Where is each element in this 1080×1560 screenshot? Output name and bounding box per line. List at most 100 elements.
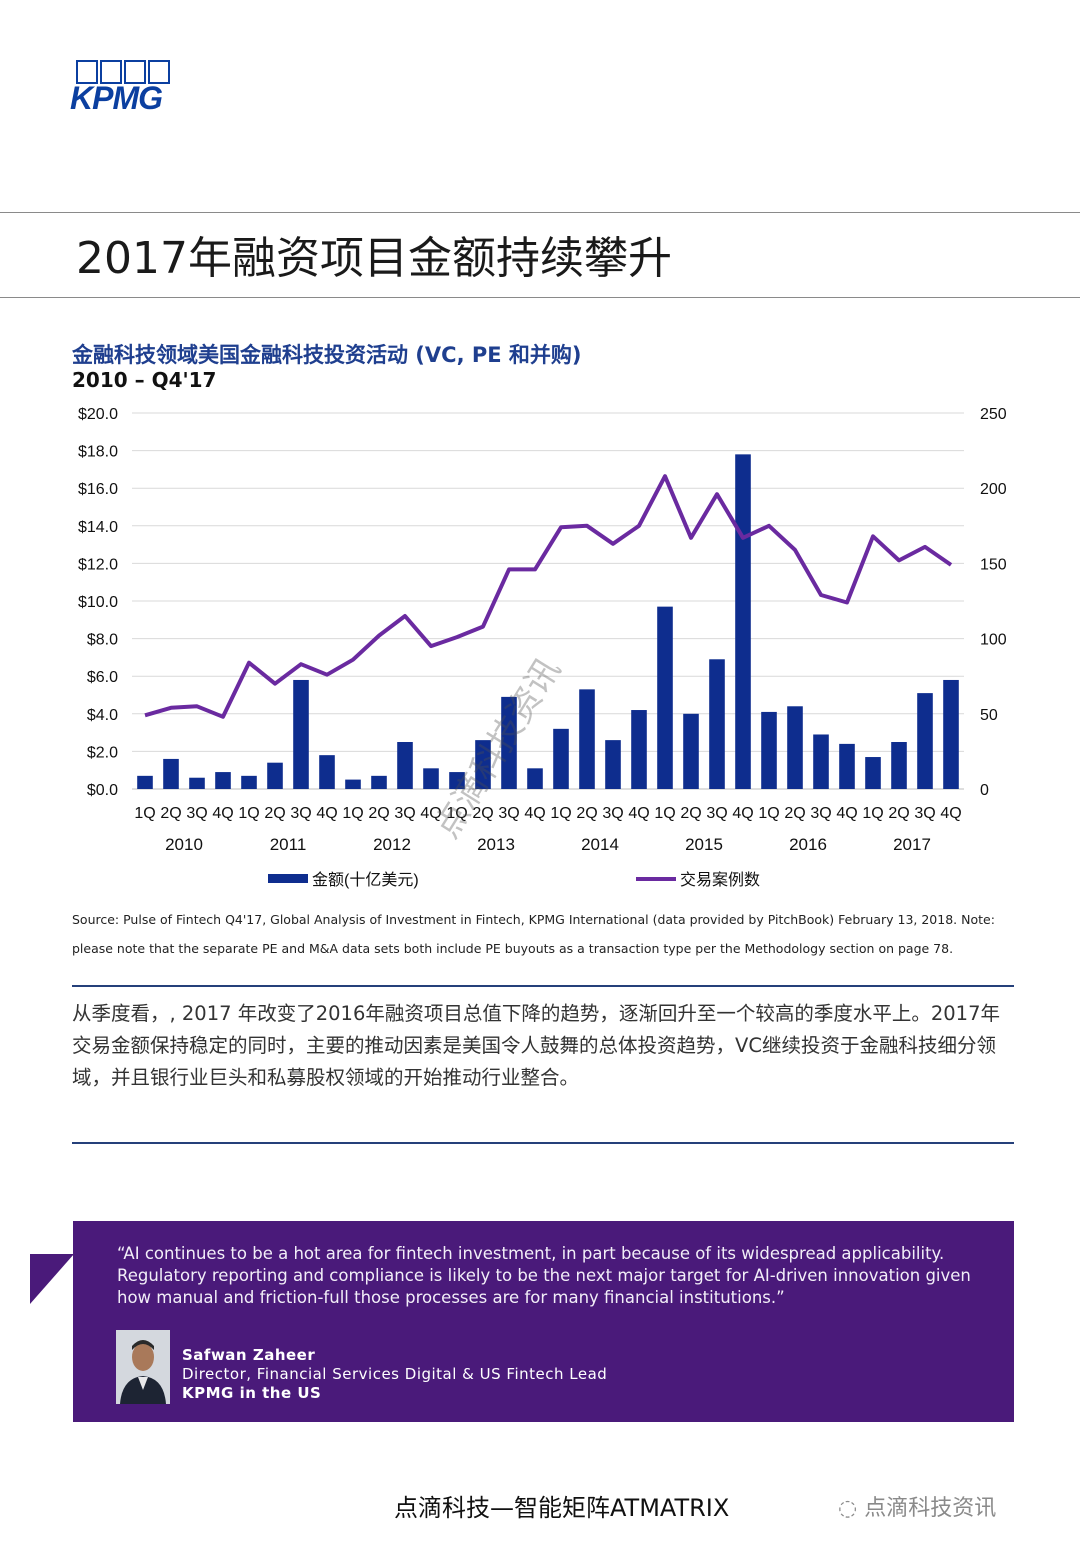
y-right-tick-label: 250 xyxy=(980,406,1007,423)
x-tick-label: 1Q xyxy=(758,805,779,822)
year-label: 2017 xyxy=(893,835,931,854)
wechat-account: ◌ 点滴科技资讯 xyxy=(838,1490,996,1522)
bar xyxy=(813,734,829,789)
year-label: 2010 xyxy=(165,835,203,854)
bar xyxy=(267,762,283,789)
speaker-org: KPMG in the US xyxy=(182,1384,322,1402)
y-right-tick-label: 150 xyxy=(980,556,1007,573)
divider-top xyxy=(72,985,1014,987)
bar xyxy=(371,775,387,789)
y-left-tick-label: $10.0 xyxy=(78,594,118,611)
y-right-tick-label: 200 xyxy=(980,481,1007,498)
bar xyxy=(605,740,621,789)
year-label: 2016 xyxy=(789,835,827,854)
logo-box-3 xyxy=(124,60,146,84)
x-tick-label: 1Q xyxy=(862,805,883,822)
divider-bottom xyxy=(72,1142,1014,1144)
bar xyxy=(423,768,439,789)
top-rule xyxy=(0,212,1080,213)
deal-count-line xyxy=(144,474,953,719)
x-tick-label: 2Q xyxy=(784,805,805,822)
x-tick-label: 4Q xyxy=(836,805,857,822)
speaker-portrait-icon xyxy=(116,1330,170,1404)
bar xyxy=(839,743,855,789)
bar xyxy=(137,775,153,789)
x-tick-label: 3Q xyxy=(498,805,519,822)
y-left-tick-label: $16.0 xyxy=(78,481,118,498)
bar xyxy=(917,693,933,789)
x-tick-label: 4Q xyxy=(628,805,649,822)
footer-text: 点滴科技—智能矩阵ATMATRIX xyxy=(394,1494,730,1522)
chart-subtitle: 2010 – Q4'17 xyxy=(72,368,217,392)
x-tick-label: 4Q xyxy=(420,805,441,822)
x-tick-label: 2Q xyxy=(368,805,389,822)
bar xyxy=(683,713,699,789)
x-tick-label: 3Q xyxy=(706,805,727,822)
y-left-tick-label: $20.0 xyxy=(78,406,118,423)
year-label: 2014 xyxy=(581,835,619,854)
bar xyxy=(319,755,335,789)
bar xyxy=(891,742,907,789)
y-left-tick-label: $2.0 xyxy=(87,744,118,761)
bar xyxy=(631,710,647,789)
y-right-tick-label: 100 xyxy=(980,632,1007,649)
bar xyxy=(657,606,673,789)
x-tick-label: 3Q xyxy=(602,805,623,822)
bar xyxy=(527,768,543,789)
bar xyxy=(865,757,881,789)
x-tick-label: 1Q xyxy=(446,805,467,822)
legend-bar-label: 金额(十亿美元) xyxy=(312,871,419,889)
y-left-tick-label: $14.0 xyxy=(78,519,118,536)
x-tick-label: 2Q xyxy=(264,805,285,822)
logo-box-2 xyxy=(100,60,122,84)
quote-box xyxy=(73,1221,1014,1422)
logo-box-4 xyxy=(148,60,170,84)
bar xyxy=(449,772,465,789)
bar xyxy=(943,679,959,789)
x-tick-label: 4Q xyxy=(524,805,545,822)
body-paragraph: 从季度看，, 2017 年改变了2016年融资项目总值下降的趋势，逐渐回升至一个… xyxy=(72,1002,1000,1089)
logo-text: KPMG xyxy=(70,80,163,116)
bar xyxy=(553,728,569,789)
bar xyxy=(735,454,751,789)
page-title: 2017年融资项目金额持续攀升 xyxy=(76,233,672,284)
x-tick-label: 1Q xyxy=(342,805,363,822)
x-tick-label: 3Q xyxy=(186,805,207,822)
y-left-tick-label: $8.0 xyxy=(87,632,118,649)
speaker-title: Director, Financial Services Digital & U… xyxy=(182,1365,608,1383)
x-tick-label: 4Q xyxy=(212,805,233,822)
fintech-investment-chart: $0.0 $2.0 $4.0 $6.0 $8.0 $10.0 $12.0 $14.0 $16.0… xyxy=(78,406,1007,889)
x-tick-label: 1Q xyxy=(134,805,155,822)
x-tick-label: 3Q xyxy=(914,805,935,822)
title-rule xyxy=(0,297,1080,298)
x-tick-label: 2Q xyxy=(888,805,909,822)
x-tick-label: 3Q xyxy=(394,805,415,822)
x-tick-label: 1Q xyxy=(654,805,675,822)
bar xyxy=(761,711,777,789)
x-tick-label: 2Q xyxy=(680,805,701,822)
x-tick-label: 4Q xyxy=(316,805,337,822)
x-tick-label: 3Q xyxy=(810,805,831,822)
y-left-tick-label: $6.0 xyxy=(87,669,118,686)
speaker-block: Safwan Zaheer Director, Financial Servic… xyxy=(182,1346,607,1403)
y-left-tick-label: $12.0 xyxy=(78,556,118,573)
chart-title: 金融科技领域美国金融科技投资活动 (VC, PE 和并购) xyxy=(72,343,582,367)
y-left-tick-label: $18.0 xyxy=(78,444,118,461)
logo-box-1 xyxy=(76,60,98,84)
speaker-name: Safwan Zaheer xyxy=(182,1346,316,1364)
bar xyxy=(189,777,205,789)
kpmg-logo: KPMG xyxy=(70,58,190,116)
source-note: Source: Pulse of Fintech Q4'17, Global A… xyxy=(72,912,995,956)
y-right-tick-label: 0 xyxy=(980,782,989,799)
x-tick-label: 2Q xyxy=(576,805,597,822)
x-tick-label: 1Q xyxy=(550,805,571,822)
bar xyxy=(215,772,231,789)
bar xyxy=(293,679,309,789)
speaker-photo xyxy=(116,1330,170,1404)
y-left-tick-label: $0.0 xyxy=(87,782,118,799)
legend-line-label: 交易案例数 xyxy=(680,871,760,889)
bar xyxy=(501,696,517,789)
y-left-tick-label: $4.0 xyxy=(87,707,118,724)
bar xyxy=(787,706,803,789)
wechat-account-name: 点滴科技资讯 xyxy=(864,1496,997,1521)
